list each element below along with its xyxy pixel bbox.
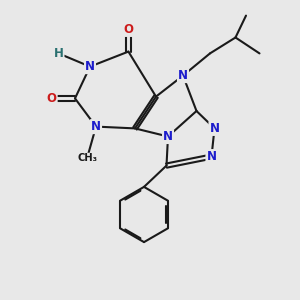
Text: N: N <box>209 122 220 135</box>
Text: N: N <box>178 69 188 82</box>
Text: N: N <box>163 130 173 143</box>
Text: O: O <box>123 23 134 36</box>
Text: O: O <box>46 92 57 105</box>
Text: CH₃: CH₃ <box>77 153 97 164</box>
Text: H: H <box>54 47 63 60</box>
Text: N: N <box>206 150 217 163</box>
Text: N: N <box>91 120 101 133</box>
Text: N: N <box>85 60 95 73</box>
